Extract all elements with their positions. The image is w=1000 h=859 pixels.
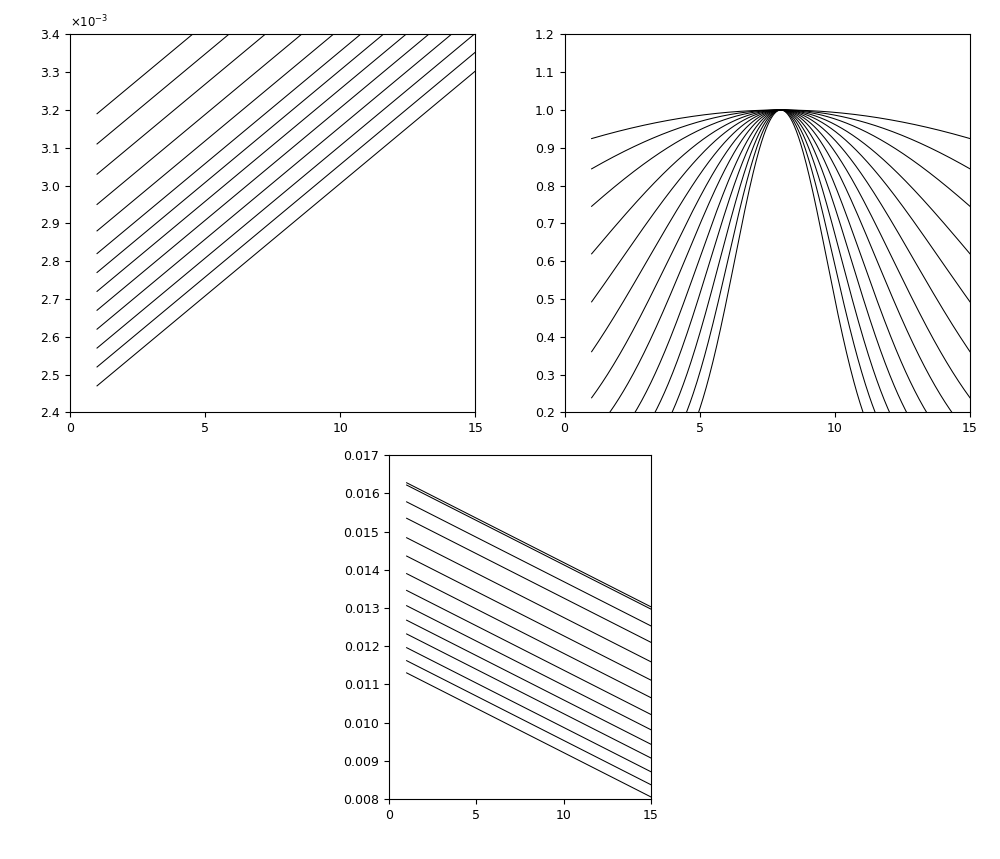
Text: $\times10^{-3}$: $\times10^{-3}$ <box>70 14 108 31</box>
